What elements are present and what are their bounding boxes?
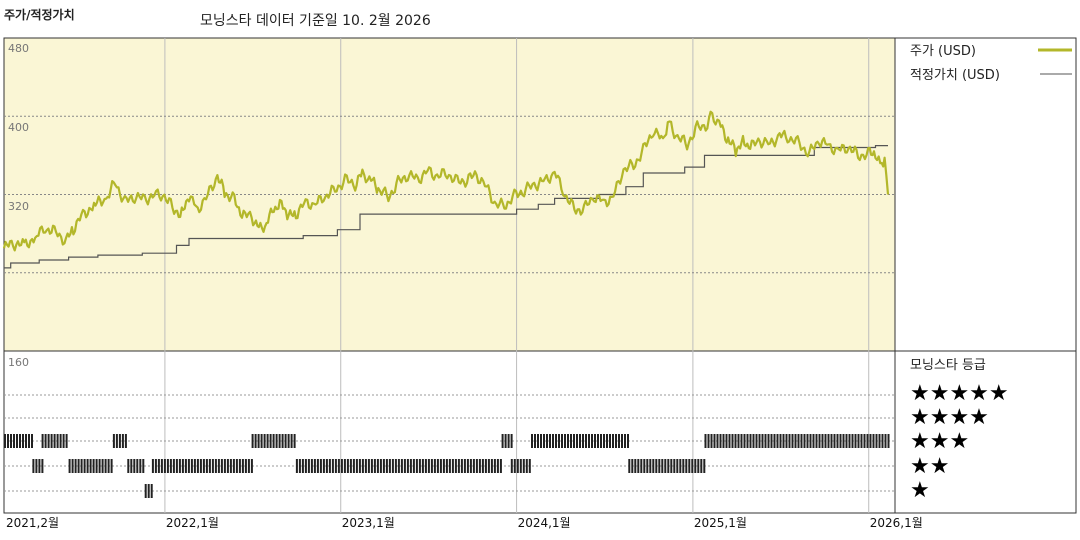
rating-segment-1-stars [144, 484, 153, 498]
rating-legend-title: 모닝스타 등급 [910, 358, 986, 373]
rating-1-star: ★ [910, 478, 930, 503]
y-tick-label: 480 [8, 42, 29, 55]
rating-segment-3-stars [4, 434, 33, 448]
rating-segment-3-stars [41, 434, 68, 448]
rating-segment-2-stars [295, 459, 502, 473]
rating-segment-3-stars [112, 434, 127, 448]
rating-segment-2-stars [628, 459, 706, 473]
rating-segment-3-stars [501, 434, 513, 448]
rating-segment-2-stars [68, 459, 113, 473]
legend-fair-value-label: 적정가치 (USD) [910, 68, 1000, 83]
rating-segment-2-stars [510, 459, 531, 473]
chart-title: 주가/적정가치 [4, 8, 75, 22]
rating-legend-panel [894, 350, 1077, 514]
data-as-of-date: 모닝스타 데이터 기준일 10. 2월 2026 [200, 13, 431, 29]
fair-value-series [4, 145, 888, 269]
y-axis-ticks: 160 320 400 480 [8, 42, 29, 369]
rating-segment-2-stars [32, 459, 44, 473]
rating-5-stars: ★★★★★ [910, 381, 1009, 406]
price-series [2, 110, 890, 252]
x-tick-label: 2024,1월 [518, 516, 571, 530]
y-tick-label: 160 [8, 356, 29, 369]
rating-segment-3-stars [531, 434, 629, 448]
price-line [2, 110, 890, 252]
y-tick-label: 320 [8, 200, 29, 213]
rating-segment-3-stars [251, 434, 296, 448]
x-tick-label: 2026,1월 [870, 516, 923, 530]
rating-segment-2-stars [151, 459, 253, 473]
x-axis-ticks: 2021,2월 2022,1월 2023,1월 2024,1월 2025,1월 2026,… [6, 516, 923, 530]
legend-panel [894, 37, 1077, 352]
x-tick-label: 2023,1월 [342, 516, 395, 530]
rating-3-stars: ★★★ [910, 429, 969, 454]
rating-segment-3-stars [704, 434, 890, 448]
rating-4-stars: ★★★★ [910, 405, 989, 430]
rating-plot-background [3, 350, 896, 514]
x-tick-label: 2025,1월 [694, 516, 747, 530]
x-tick-label: 2022,1월 [166, 516, 219, 530]
legend-price-label: 주가 (USD) [910, 44, 976, 59]
rating-segment-2-stars [127, 459, 145, 473]
rating-bars [4, 434, 890, 498]
fair-value-line [4, 145, 888, 269]
y-tick-label: 400 [8, 121, 29, 134]
rating-2-stars: ★★ [910, 454, 949, 479]
x-tick-label: 2021,2월 [6, 516, 59, 530]
